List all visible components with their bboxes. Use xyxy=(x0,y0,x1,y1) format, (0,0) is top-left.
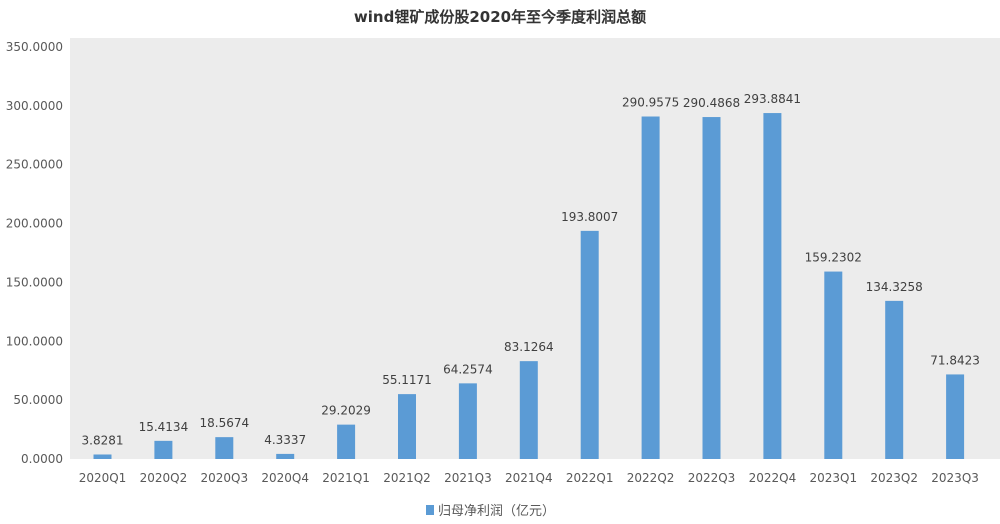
data-label: 55.1171 xyxy=(382,373,432,387)
data-label: 193.8007 xyxy=(561,210,618,224)
x-tick-label: 2020Q4 xyxy=(261,471,309,485)
data-label: 159.2302 xyxy=(805,251,862,265)
bar xyxy=(215,437,234,459)
x-tick-label: 2021Q2 xyxy=(383,471,431,485)
bar xyxy=(580,230,599,459)
legend-label: 归母净利润（亿元） xyxy=(438,504,555,519)
x-tick-label: 2023Q2 xyxy=(870,471,918,485)
y-tick-label: 50.0000 xyxy=(13,393,63,407)
y-tick-label: 250.0000 xyxy=(6,158,63,172)
x-tick-label: 2021Q4 xyxy=(505,471,553,485)
bar xyxy=(946,374,965,459)
x-tick-label: 2022Q3 xyxy=(688,471,736,485)
data-label: 64.2574 xyxy=(443,362,493,376)
bar xyxy=(885,300,904,459)
bar xyxy=(763,113,782,459)
data-label: 18.5674 xyxy=(199,416,249,430)
x-tick-label: 2022Q2 xyxy=(627,471,675,485)
data-label: 15.4134 xyxy=(139,420,189,434)
data-label: 83.1264 xyxy=(504,340,554,354)
data-label: 3.8281 xyxy=(82,433,124,447)
data-label: 4.3337 xyxy=(264,433,306,447)
bar xyxy=(702,117,721,459)
bar xyxy=(337,424,356,459)
x-tick-label: 2022Q4 xyxy=(749,471,797,485)
x-tick-label: 2023Q3 xyxy=(931,471,979,485)
legend-swatch xyxy=(426,505,434,515)
data-label: 134.3258 xyxy=(866,280,923,294)
bar xyxy=(93,454,112,459)
x-tick-label: 2020Q1 xyxy=(79,471,127,485)
y-axis: 0.0000 50.0000 100.0000 150.0000 200.0000 250… xyxy=(6,40,63,466)
data-label: 29.2029 xyxy=(321,404,371,418)
x-tick-label: 2021Q1 xyxy=(322,471,370,485)
bar xyxy=(824,271,843,459)
x-tick-label: 2020Q2 xyxy=(140,471,188,485)
x-tick-label: 2020Q3 xyxy=(200,471,248,485)
chart-title: wind锂矿成份股2020年至今季度利润总额 xyxy=(354,8,646,26)
data-label: 71.8423 xyxy=(930,353,980,367)
y-tick-label: 300.0000 xyxy=(6,99,63,113)
bar xyxy=(458,383,477,459)
y-tick-label: 100.0000 xyxy=(6,334,63,348)
x-tick-label: 2022Q1 xyxy=(566,471,614,485)
bar xyxy=(154,440,173,459)
y-tick-label: 0.0000 xyxy=(21,452,63,466)
x-tick-label: 2023Q1 xyxy=(809,471,857,485)
data-label: 290.9575 xyxy=(622,96,679,110)
legend: 归母净利润（亿元） xyxy=(426,504,555,519)
bar xyxy=(641,116,660,459)
data-label: 290.4868 xyxy=(683,96,740,110)
bar-series: 3.8281 15.4134 18.5674 4.3337 29.2029 55.1171… xyxy=(82,92,980,459)
bar xyxy=(519,361,538,459)
y-tick-label: 350.0000 xyxy=(6,40,63,54)
x-tick-label: 2021Q3 xyxy=(444,471,492,485)
bar xyxy=(398,394,416,459)
x-axis: 2020Q1 2020Q2 2020Q3 2020Q4 2021Q1 2021Q2 2021… xyxy=(79,471,979,485)
bar xyxy=(276,453,295,459)
data-label: 293.8841 xyxy=(744,92,801,106)
y-tick-label: 200.0000 xyxy=(6,217,63,231)
y-tick-label: 150.0000 xyxy=(6,275,63,289)
